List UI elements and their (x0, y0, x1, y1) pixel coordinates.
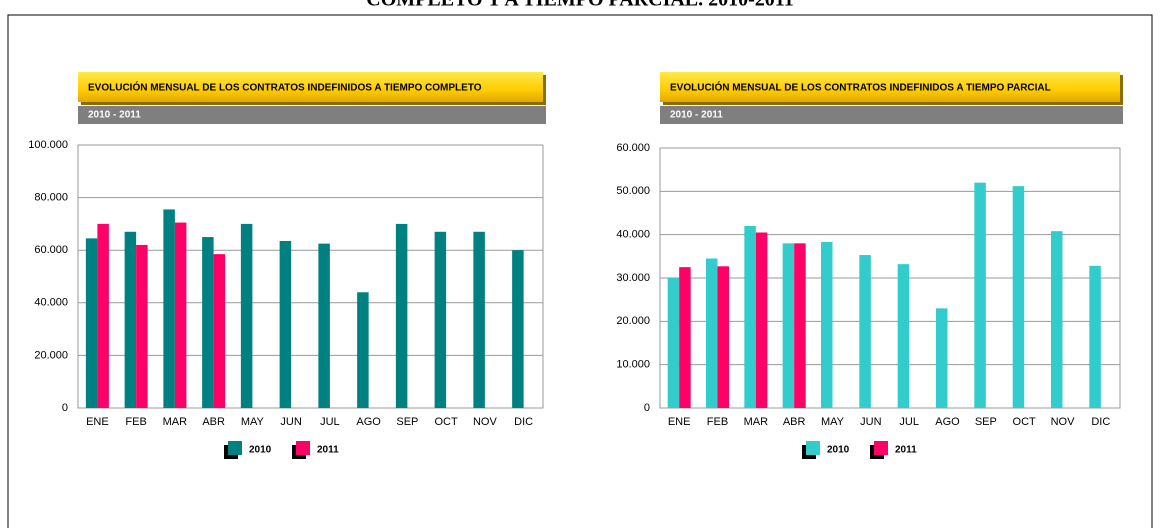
bar (1089, 265, 1101, 408)
x-tick-label: JUN (280, 416, 301, 428)
x-tick-label: ENE (86, 416, 109, 428)
x-tick-label: OCT (435, 416, 459, 428)
bar (1012, 186, 1025, 408)
bar (473, 231, 485, 408)
subheader-bar (78, 106, 546, 124)
bar (279, 240, 292, 408)
frame (7, 14, 1153, 528)
legend-swatch (806, 441, 820, 455)
x-tick-label: JUL (320, 416, 340, 428)
x-tick-label: ABR (783, 416, 806, 428)
x-tick-label: MAR (163, 416, 188, 428)
chart-subtitle: 2010 - 2011 (670, 110, 723, 121)
bar (755, 232, 768, 408)
x-tick-label: MAR (744, 416, 769, 428)
x-tick-label: MAY (241, 416, 265, 428)
plot-border (659, 147, 1121, 409)
bar (667, 278, 680, 408)
legend-swatch (228, 441, 242, 455)
bar (859, 255, 871, 408)
bar (85, 238, 98, 408)
chart-title: EVOLUCIÓN MENSUAL DE LOS CONTRATOS INDEF… (88, 81, 482, 94)
bar (1051, 231, 1063, 408)
legend-label: 2011 (895, 445, 917, 456)
subheader-bar (660, 106, 1123, 124)
bar (136, 244, 148, 408)
x-tick-label: JUL (899, 416, 919, 428)
x-tick-label: DIC (1091, 416, 1110, 428)
bar (163, 209, 175, 408)
x-tick-label: ENE (668, 416, 691, 428)
legend-swatch (874, 441, 888, 455)
x-tick-label: FEB (707, 416, 728, 428)
page-title: COMPLETO Y A TIEMPO PARCIAL. 2010-2011 (366, 0, 793, 11)
bar (213, 254, 226, 408)
x-tick-label: NOV (1051, 416, 1076, 428)
bar (395, 223, 408, 408)
chart-title: EVOLUCIÓN MENSUAL DE LOS CONTRATOS INDEF… (670, 81, 1051, 94)
x-tick-label: FEB (125, 416, 146, 428)
bar (782, 243, 795, 408)
x-tick-label: DIC (514, 416, 533, 428)
bar (240, 223, 253, 408)
bar (434, 231, 447, 408)
legend-label: 2010 (827, 445, 850, 456)
y-tick-label: 10.000 (616, 359, 650, 371)
bar (897, 264, 910, 408)
x-tick-label: ABR (202, 416, 225, 428)
y-tick-label: 30.000 (616, 272, 650, 284)
x-tick-label: AGO (356, 416, 381, 428)
bar (679, 267, 691, 408)
y-tick-label: 0 (62, 402, 68, 414)
y-tick-label: 50.000 (616, 185, 650, 197)
y-tick-label: 60.000 (616, 142, 650, 154)
y-tick-label: 80.000 (34, 192, 68, 204)
bar (821, 242, 833, 408)
x-tick-label: JUN (860, 416, 881, 428)
bar (936, 308, 948, 408)
bar (794, 243, 806, 408)
bar (974, 182, 986, 408)
x-tick-label: MAY (821, 416, 845, 428)
x-tick-label: OCT (1013, 416, 1037, 428)
y-tick-label: 20.000 (34, 349, 68, 361)
y-tick-label: 100.000 (28, 139, 68, 151)
legend-swatch (296, 441, 310, 455)
x-tick-label: SEP (396, 416, 418, 428)
y-tick-label: 60.000 (34, 244, 68, 256)
x-tick-label: SEP (975, 416, 997, 428)
bar (318, 243, 330, 408)
y-tick-label: 40.000 (34, 297, 68, 309)
x-tick-label: AGO (935, 416, 960, 428)
legend-label: 2011 (317, 445, 339, 456)
bar (357, 292, 369, 408)
bar (706, 258, 718, 408)
bar (97, 223, 109, 408)
y-tick-label: 40.000 (616, 229, 650, 241)
bar (717, 266, 729, 408)
x-tick-label: NOV (473, 416, 498, 428)
bar (512, 250, 524, 408)
header-bar (660, 72, 1120, 102)
plot-border (77, 144, 544, 409)
bar (174, 222, 187, 408)
legend-label: 2010 (249, 445, 272, 456)
header-bar (78, 72, 543, 102)
y-tick-label: 20.000 (616, 315, 650, 327)
bar (124, 231, 137, 408)
bar (744, 226, 756, 408)
bar (202, 237, 214, 408)
y-tick-label: 0 (644, 402, 650, 414)
chart-subtitle: 2010 - 2011 (88, 110, 141, 121)
